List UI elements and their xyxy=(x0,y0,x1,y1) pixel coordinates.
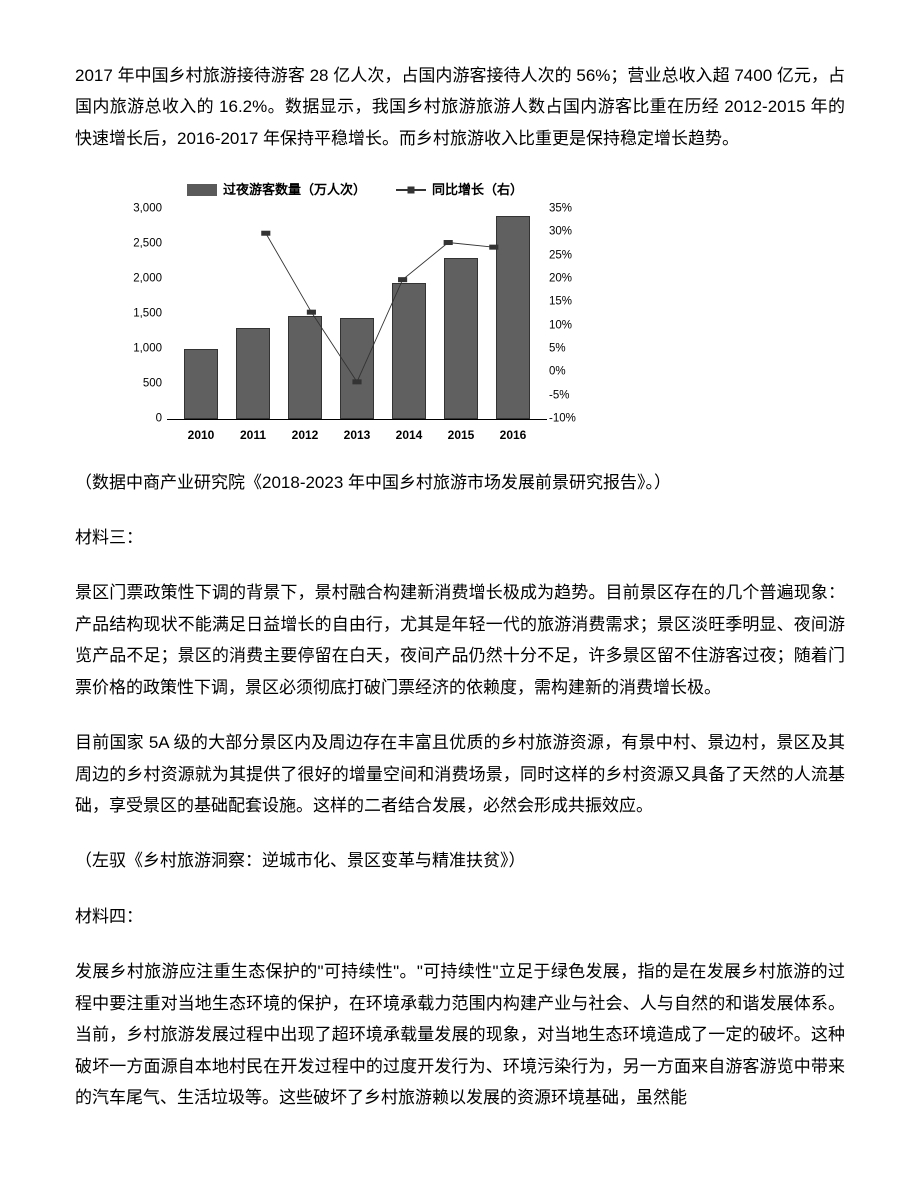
material-4-heading: 材料四： xyxy=(75,901,845,932)
y-left-tick: 0 xyxy=(156,409,162,430)
material-3-heading: 材料三： xyxy=(75,522,845,553)
bar xyxy=(392,283,426,420)
y-right-tick: 5% xyxy=(549,339,566,360)
x-tick: 2012 xyxy=(288,424,322,446)
y-right-tick: 15% xyxy=(549,292,572,313)
bar xyxy=(496,216,530,419)
material-3-citation: （左驭《乡村旅游洞察：逆城市化、景区变革与精准扶贫》） xyxy=(75,845,845,876)
y-left-tick: 2,500 xyxy=(133,234,162,255)
y-left-tick: 1,000 xyxy=(133,339,162,360)
x-tick: 2011 xyxy=(236,424,270,446)
legend-line-label: 同比增长（右） xyxy=(432,178,523,202)
y-right-tick: 30% xyxy=(549,222,572,243)
x-tick: 2013 xyxy=(340,424,374,446)
intro-paragraph: 2017 年中国乡村旅游接待游客 28 亿人次，占国内游客接待人次的 56%；营… xyxy=(75,60,845,154)
chart-source: （数据中商产业研究院《2018-2023 年中国乡村旅游市场发展前景研究报告》。… xyxy=(75,467,845,498)
x-axis-labels: 2010 2011 2012 2013 2014 2015 2016 xyxy=(167,420,547,446)
y-left-tick: 1,500 xyxy=(133,304,162,325)
material-3-para-1: 景区门票政策性下调的背景下，景村融合构建新消费增长极成为趋势。目前景区存在的几个… xyxy=(75,577,845,703)
bars-area xyxy=(167,210,547,419)
y-left-tick: 2,000 xyxy=(133,269,162,290)
y-axis-left: 05001,0001,5002,0002,5003,000 xyxy=(122,210,162,419)
y-right-tick: 25% xyxy=(549,245,572,266)
legend-bar-swatch xyxy=(187,184,217,196)
y-right-tick: 35% xyxy=(549,199,572,220)
legend-bar-label: 过夜游客数量（万人次） xyxy=(223,178,366,202)
y-right-tick: 10% xyxy=(549,315,572,336)
bar xyxy=(340,318,374,420)
legend-line-item: 同比增长（右） xyxy=(396,178,523,202)
bar xyxy=(288,316,322,420)
legend-line-swatch xyxy=(396,189,426,191)
y-right-tick: -10% xyxy=(549,409,576,430)
y-axis-right: -10%-5%0%5%10%15%20%25%30%35% xyxy=(549,210,587,419)
chart-legend: 过夜游客数量（万人次） 同比增长（右） xyxy=(125,178,585,202)
bar xyxy=(444,258,478,419)
material-3-para-2: 目前国家 5A 级的大部分景区内及周边存在丰富且优质的乡村旅游资源，有景中村、景… xyxy=(75,727,845,821)
legend-bar-item: 过夜游客数量（万人次） xyxy=(187,178,366,202)
x-tick: 2014 xyxy=(392,424,426,446)
material-4-para-1: 发展乡村旅游应注重生态保护的"可持续性"。"可持续性"立足于绿色发展，指的是在发… xyxy=(75,956,845,1113)
y-right-tick: 20% xyxy=(549,269,572,290)
x-tick: 2010 xyxy=(184,424,218,446)
bar xyxy=(236,328,270,419)
chart-plot-area: 05001,0001,5002,0002,5003,000 -10%-5%0%5… xyxy=(167,210,547,420)
y-left-tick: 3,000 xyxy=(133,199,162,220)
bar xyxy=(184,349,218,419)
x-tick: 2016 xyxy=(496,424,530,446)
y-right-tick: 0% xyxy=(549,362,566,383)
y-right-tick: -5% xyxy=(549,385,569,406)
tourism-chart: 过夜游客数量（万人次） 同比增长（右） 05001,0001,5002,0002… xyxy=(125,178,585,446)
y-left-tick: 500 xyxy=(143,374,162,395)
x-tick: 2015 xyxy=(444,424,478,446)
